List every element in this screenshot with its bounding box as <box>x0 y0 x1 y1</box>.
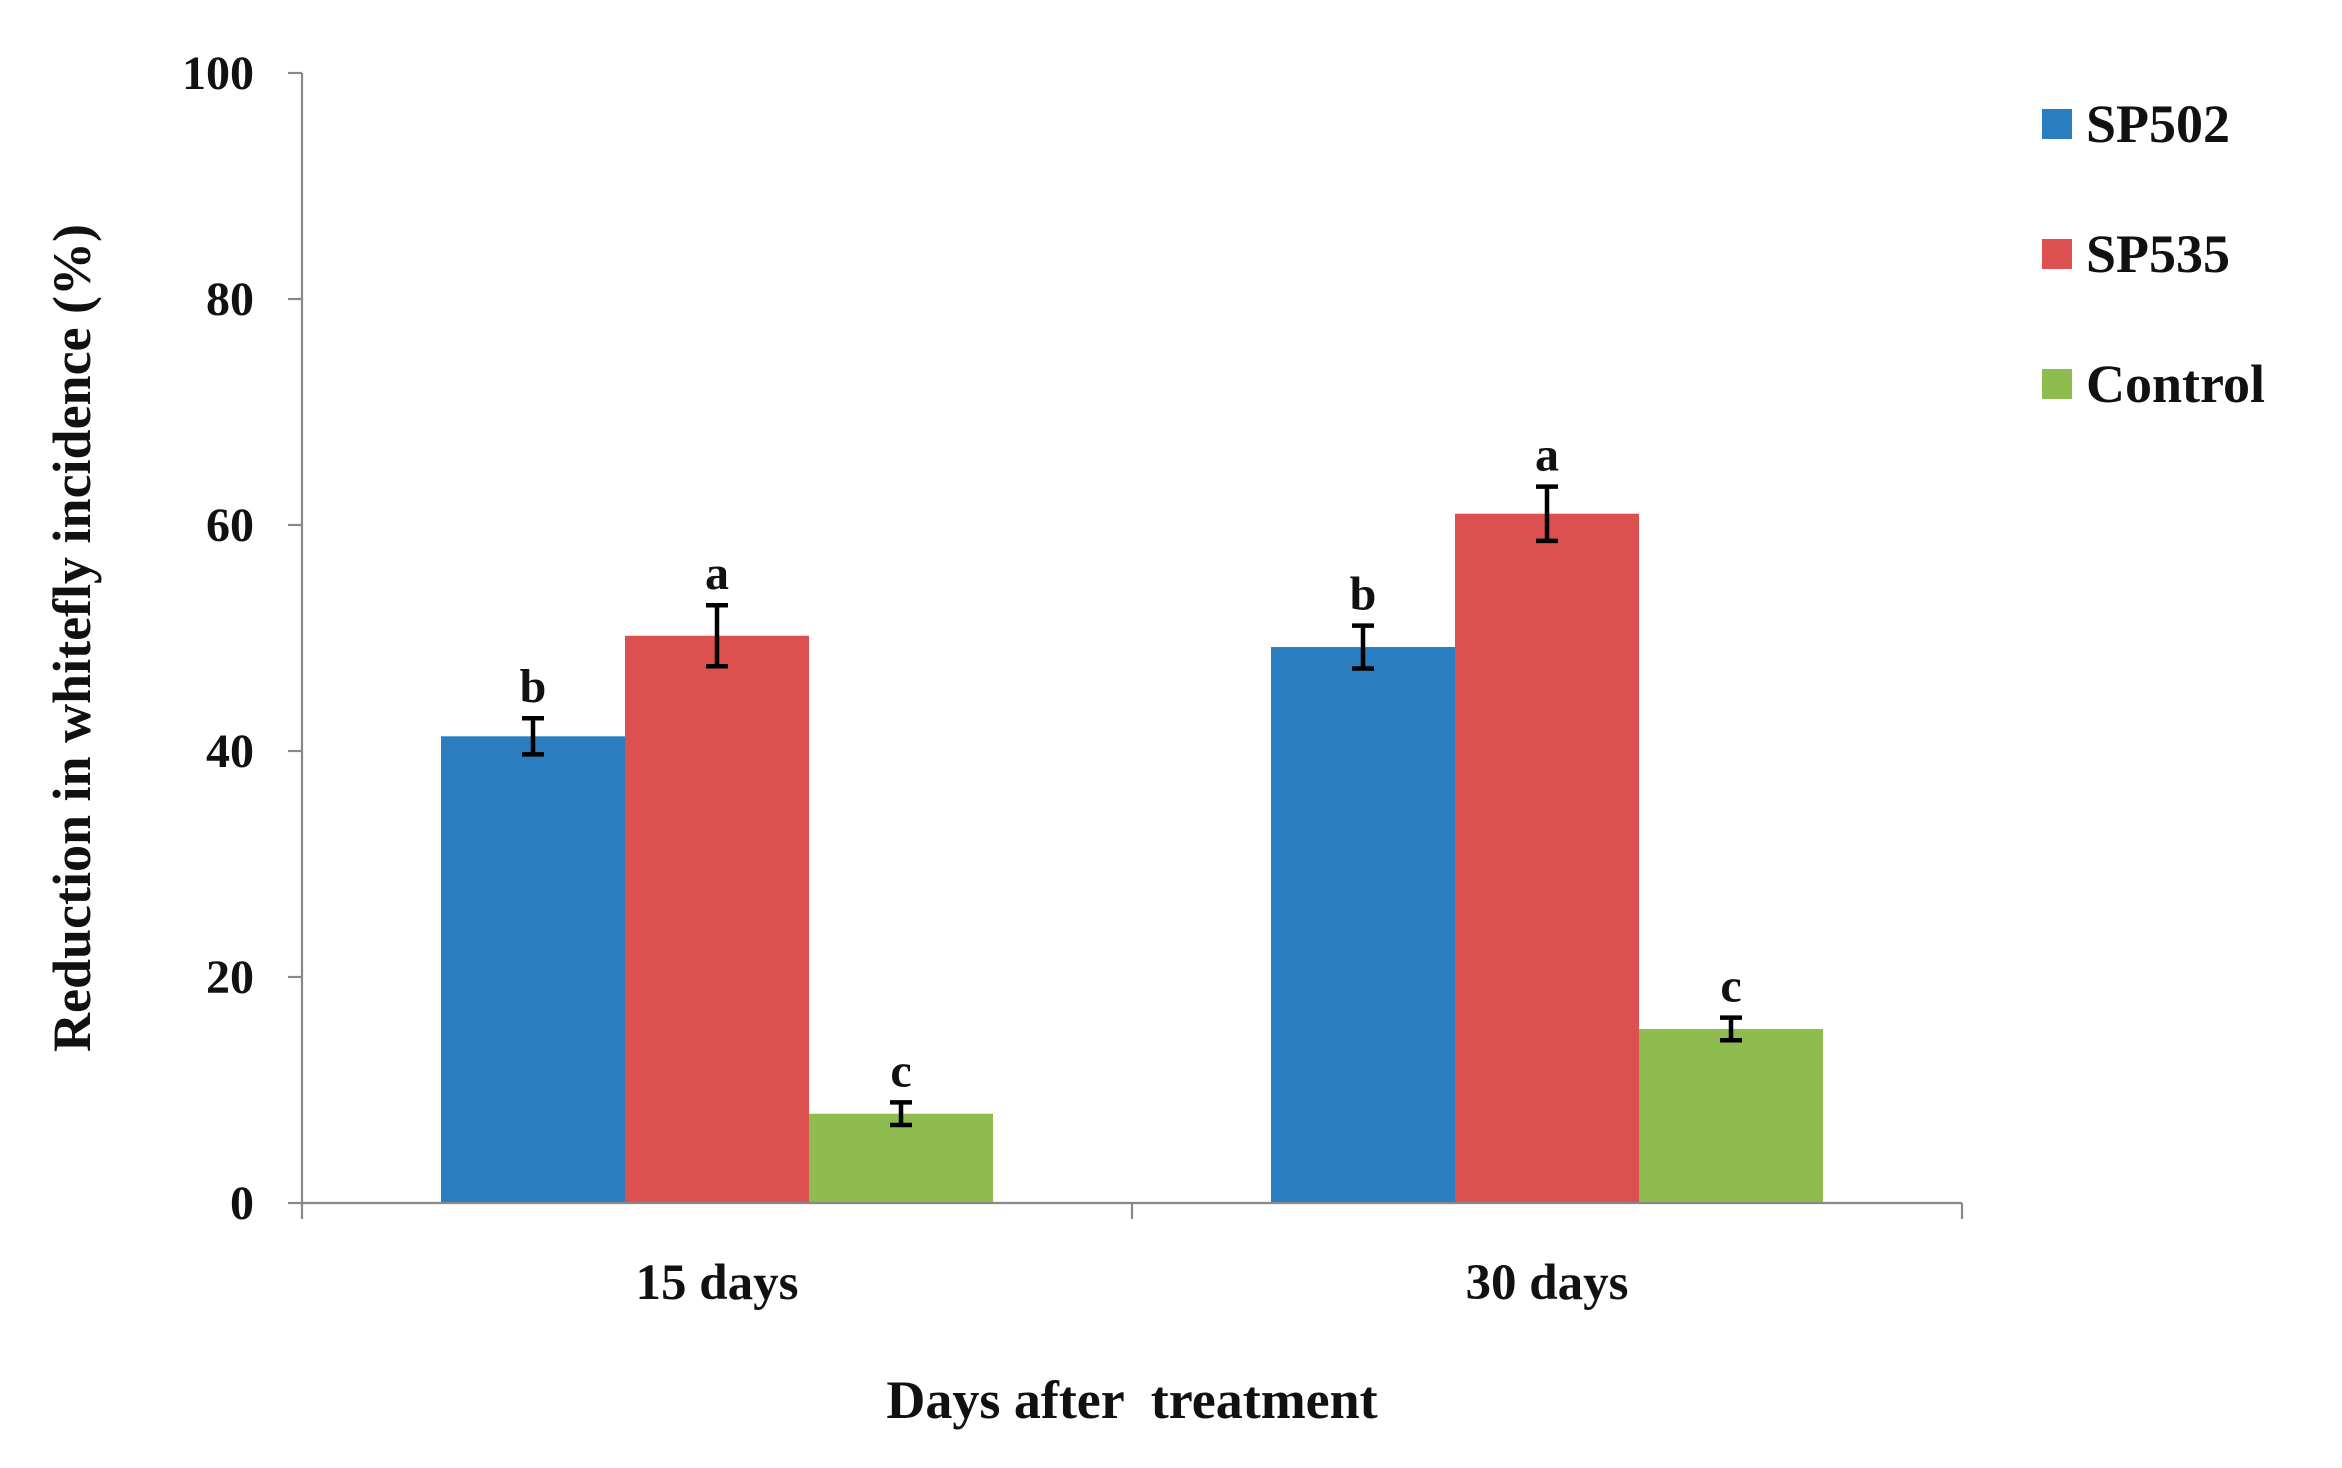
bar-sp502-2 <box>1271 647 1455 1203</box>
error-bars-group <box>522 484 1742 1128</box>
significance-letter: c <box>1720 960 1741 1013</box>
y-tick-label: 20 <box>206 951 254 1004</box>
y-axis-title: Reduction in whitefly incidence (%) <box>42 224 102 1052</box>
bar-sp535-2 <box>1455 513 1639 1203</box>
legend-item-control: Control <box>2042 354 2265 414</box>
legend-item-sp502: SP502 <box>2042 94 2230 154</box>
bars-group <box>441 513 1823 1203</box>
bar-sp502-1 <box>441 736 625 1203</box>
error-bar <box>522 715 544 757</box>
error-bar <box>1536 484 1558 544</box>
legend-swatch <box>2042 369 2072 399</box>
significance-labels-group: b a c b a c <box>520 429 1742 1098</box>
bar-control-2 <box>1639 1028 1823 1203</box>
y-tick-label: 100 <box>182 47 254 100</box>
significance-letter: a <box>705 547 729 600</box>
y-ticks-group: 0 20 40 60 80 100 <box>182 47 302 1230</box>
significance-letter: a <box>1535 429 1559 482</box>
plot-area: b a c b a c 0 20 40 60 80 100 15 days 30 days <box>182 47 1964 1311</box>
bar-control-1 <box>809 1113 993 1203</box>
legend-item-sp535: SP535 <box>2042 224 2230 284</box>
x-axis-title: Days after treatment <box>886 1370 1377 1430</box>
error-bar <box>1720 1015 1742 1043</box>
legend-label: SP502 <box>2086 94 2230 154</box>
legend-swatch <box>2042 239 2072 269</box>
legend-label: SP535 <box>2086 224 2230 284</box>
x-category-label: 15 days <box>636 1255 799 1311</box>
y-tick-label: 60 <box>206 499 254 552</box>
x-category-label: 30 days <box>1466 1255 1629 1311</box>
legend: SP502 SP535 Control <box>2042 94 2265 414</box>
significance-letter: b <box>520 660 547 713</box>
error-bar <box>1352 623 1374 671</box>
significance-letter: c <box>890 1044 911 1097</box>
legend-swatch <box>2042 109 2072 139</box>
y-tick-label: 0 <box>230 1177 254 1230</box>
y-tick-label: 40 <box>206 725 254 778</box>
error-bar <box>706 602 728 669</box>
y-tick-label: 80 <box>206 273 254 326</box>
bar-sp535-1 <box>625 635 809 1203</box>
error-bar <box>890 1100 912 1128</box>
significance-letter: b <box>1350 568 1377 621</box>
legend-label: Control <box>2086 354 2265 414</box>
x-ticks-group: 15 days 30 days <box>300 1203 1964 1311</box>
